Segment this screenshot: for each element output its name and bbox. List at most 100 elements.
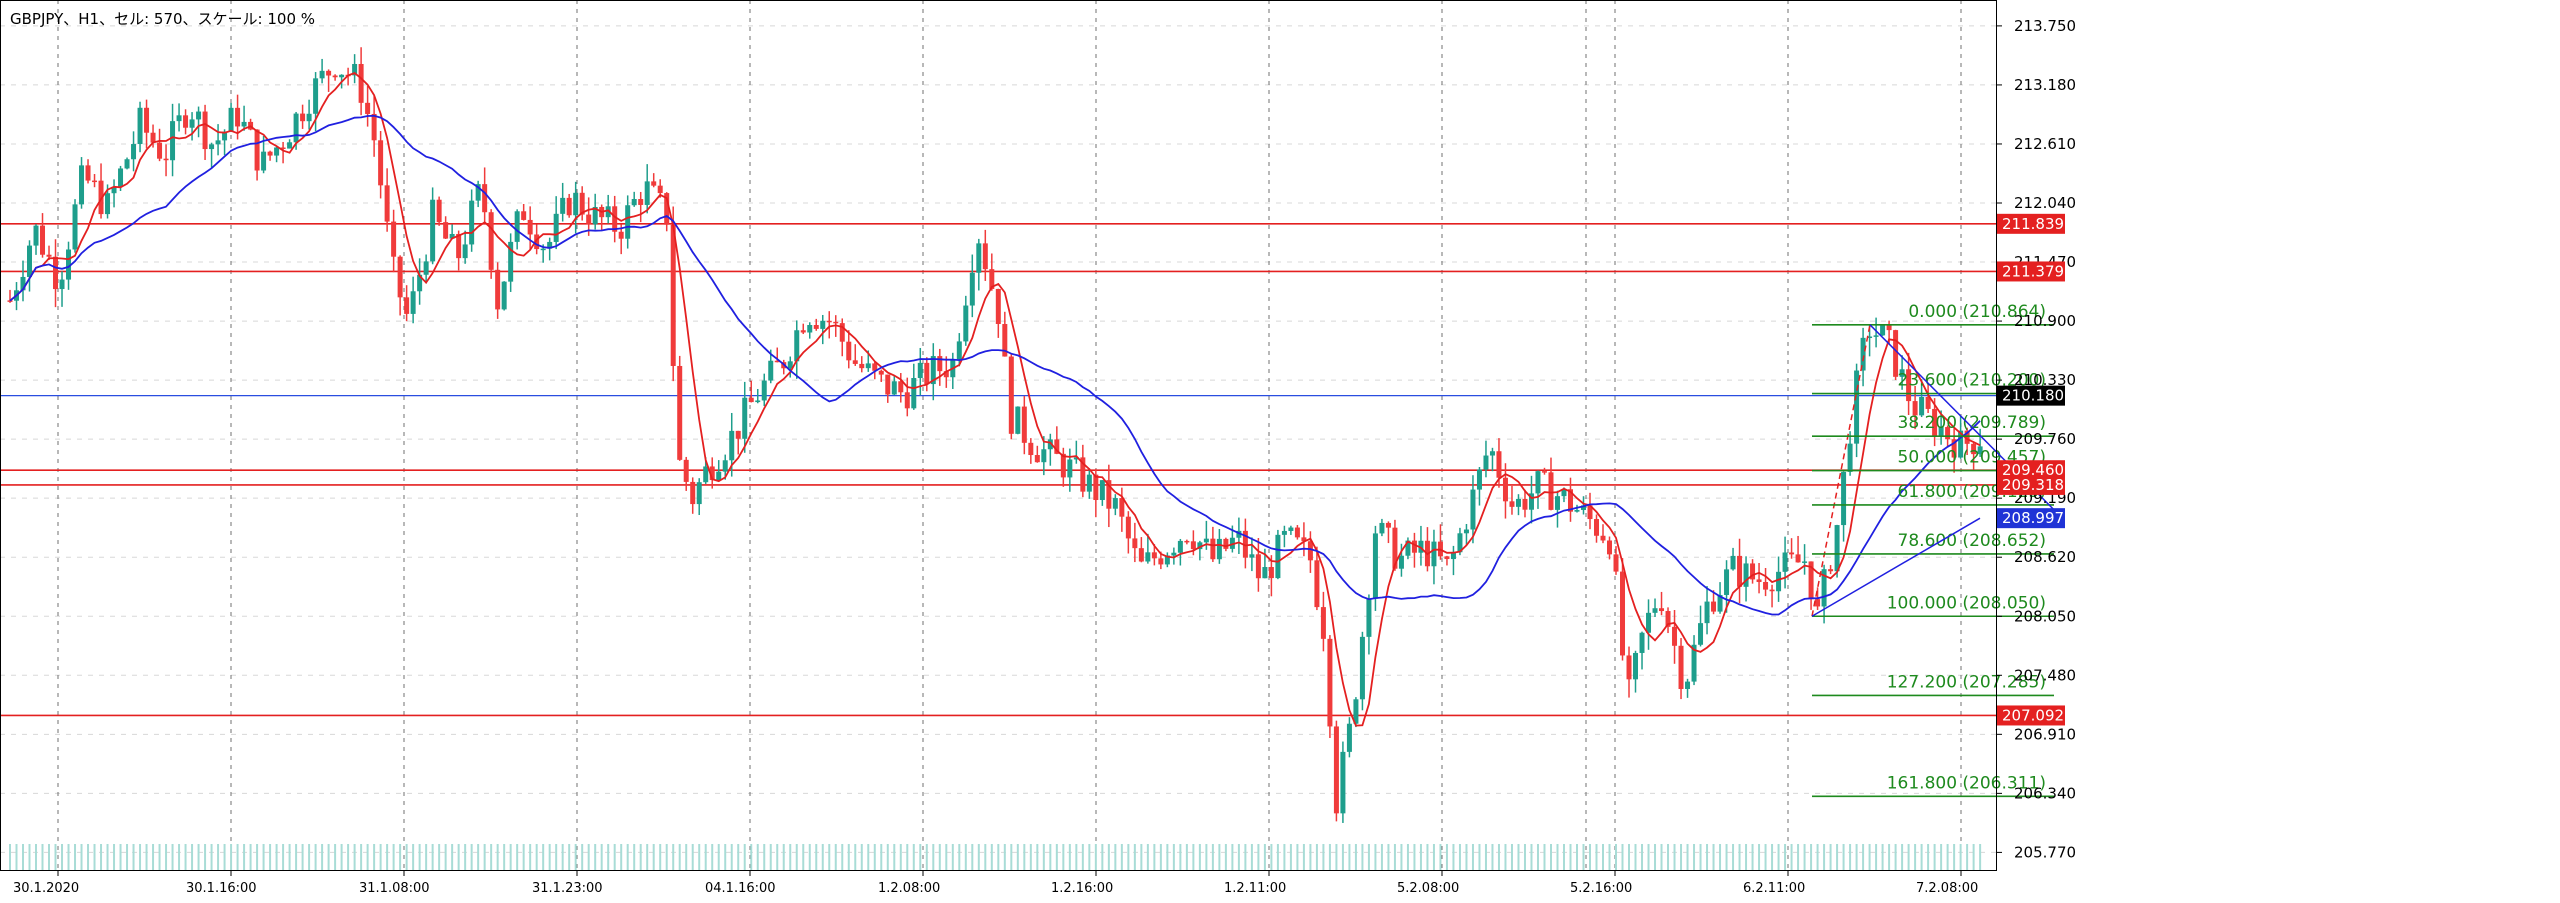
candle-body <box>1132 538 1138 549</box>
candle-body <box>1346 723 1352 752</box>
candle-body <box>300 113 306 122</box>
y-tick-label: 207.480 <box>2014 666 2076 684</box>
candle-body <box>313 78 319 114</box>
candle-body <box>989 269 995 289</box>
candle-body <box>527 219 533 235</box>
candle-body <box>241 121 247 127</box>
candle-body <box>709 466 715 481</box>
candle-body <box>40 225 46 255</box>
candle-body <box>1190 541 1196 550</box>
candle-body <box>1574 510 1580 512</box>
candle-body <box>1639 632 1645 653</box>
candle-body <box>683 459 689 482</box>
candle-body <box>1314 560 1320 608</box>
candle-body <box>1515 498 1521 507</box>
candle-body <box>761 380 767 401</box>
candle-body <box>1255 554 1261 579</box>
candle-body <box>644 181 650 205</box>
candle-body <box>553 213 559 242</box>
candle-body <box>1008 356 1014 434</box>
candle-body <box>404 297 410 314</box>
candle-body <box>768 360 774 381</box>
candle-body <box>1633 652 1639 680</box>
x-tick-label: 04.1.16:00 <box>705 881 776 896</box>
candle-body <box>956 341 962 360</box>
candle-body <box>1724 569 1730 595</box>
y-tick-label: 206.340 <box>2014 784 2076 802</box>
candle-body <box>423 261 429 275</box>
candle-body <box>1353 699 1359 724</box>
y-tick-label: 209.760 <box>2014 430 2076 448</box>
candle-body <box>1333 726 1339 814</box>
candle-body <box>521 211 527 220</box>
candle-body <box>969 272 975 306</box>
candle-body <box>1457 533 1463 553</box>
candle-body <box>176 115 182 122</box>
candle-body <box>716 471 722 481</box>
horizontal-lines-layer[interactable] <box>0 223 1996 717</box>
candle-body <box>1262 567 1268 579</box>
fib-level-label: 127.200 (207.285) <box>1887 672 2046 692</box>
candle-body <box>1307 541 1313 561</box>
moving-averages-layer <box>9 71 1981 727</box>
fib-level-label: 161.800 (206.311) <box>1887 773 2046 793</box>
candle-body <box>1834 525 1840 572</box>
candle-body <box>1327 638 1333 727</box>
trendline-up <box>1811 517 1981 617</box>
candle-body <box>1431 541 1437 567</box>
candle-body <box>98 180 104 215</box>
candle-body <box>566 197 572 216</box>
candle-body <box>326 70 332 76</box>
candle-body <box>1210 538 1216 560</box>
candle-body <box>1034 455 1040 463</box>
candle-body <box>1021 406 1027 443</box>
candle-body <box>1743 563 1749 587</box>
candle-body <box>937 356 943 372</box>
candle-body <box>1613 554 1619 572</box>
candle-body <box>72 204 78 250</box>
candle-body <box>651 181 657 186</box>
candle-body <box>1860 337 1866 371</box>
candle-body <box>183 115 189 128</box>
plot-frame <box>0 0 1997 871</box>
candle-body <box>1945 427 1951 440</box>
candle-body <box>1607 540 1613 555</box>
candle-body <box>287 142 293 149</box>
candle-body <box>462 244 468 259</box>
candle-body <box>1366 598 1372 637</box>
candle-body <box>1398 555 1404 569</box>
y-tick-label: 210.330 <box>2014 371 2076 389</box>
price-tag <box>1997 213 2065 234</box>
candle-body <box>911 378 917 409</box>
candle-body <box>586 214 592 225</box>
price-tag-label: 209.460 <box>2002 461 2064 479</box>
candle-body <box>1151 552 1157 559</box>
fibonacci-layer[interactable]: 0.000 (210.864) 23.600 (210.200) 38.200 (2… <box>1811 302 2054 798</box>
ma-fast-line <box>9 71 1981 727</box>
candle-body <box>1184 540 1190 543</box>
candle-body <box>384 185 390 222</box>
candle-body <box>820 320 826 329</box>
candle-body <box>514 211 520 242</box>
candle-body <box>1489 451 1495 456</box>
candle-body <box>1737 555 1743 587</box>
candle-body <box>1620 571 1626 656</box>
candle-body <box>852 360 858 364</box>
price-tag-label: 210.180 <box>2002 387 2064 405</box>
candle-body <box>1288 527 1294 531</box>
candle-body <box>1815 599 1821 607</box>
price-axis: 213.750213.180212.610212.040211.470210.9… <box>0 0 2076 871</box>
candle-body <box>1320 607 1326 639</box>
candle-body <box>365 102 371 114</box>
candle-body <box>20 276 26 291</box>
candle-body <box>1073 457 1079 460</box>
candle-body <box>943 371 949 378</box>
candle-body <box>1789 552 1795 555</box>
candle-body <box>787 361 793 369</box>
current-price-label: 208.997 <box>2002 509 2064 527</box>
candle-body <box>1554 496 1560 510</box>
candle-body <box>1522 498 1528 510</box>
candle-body <box>839 323 845 342</box>
